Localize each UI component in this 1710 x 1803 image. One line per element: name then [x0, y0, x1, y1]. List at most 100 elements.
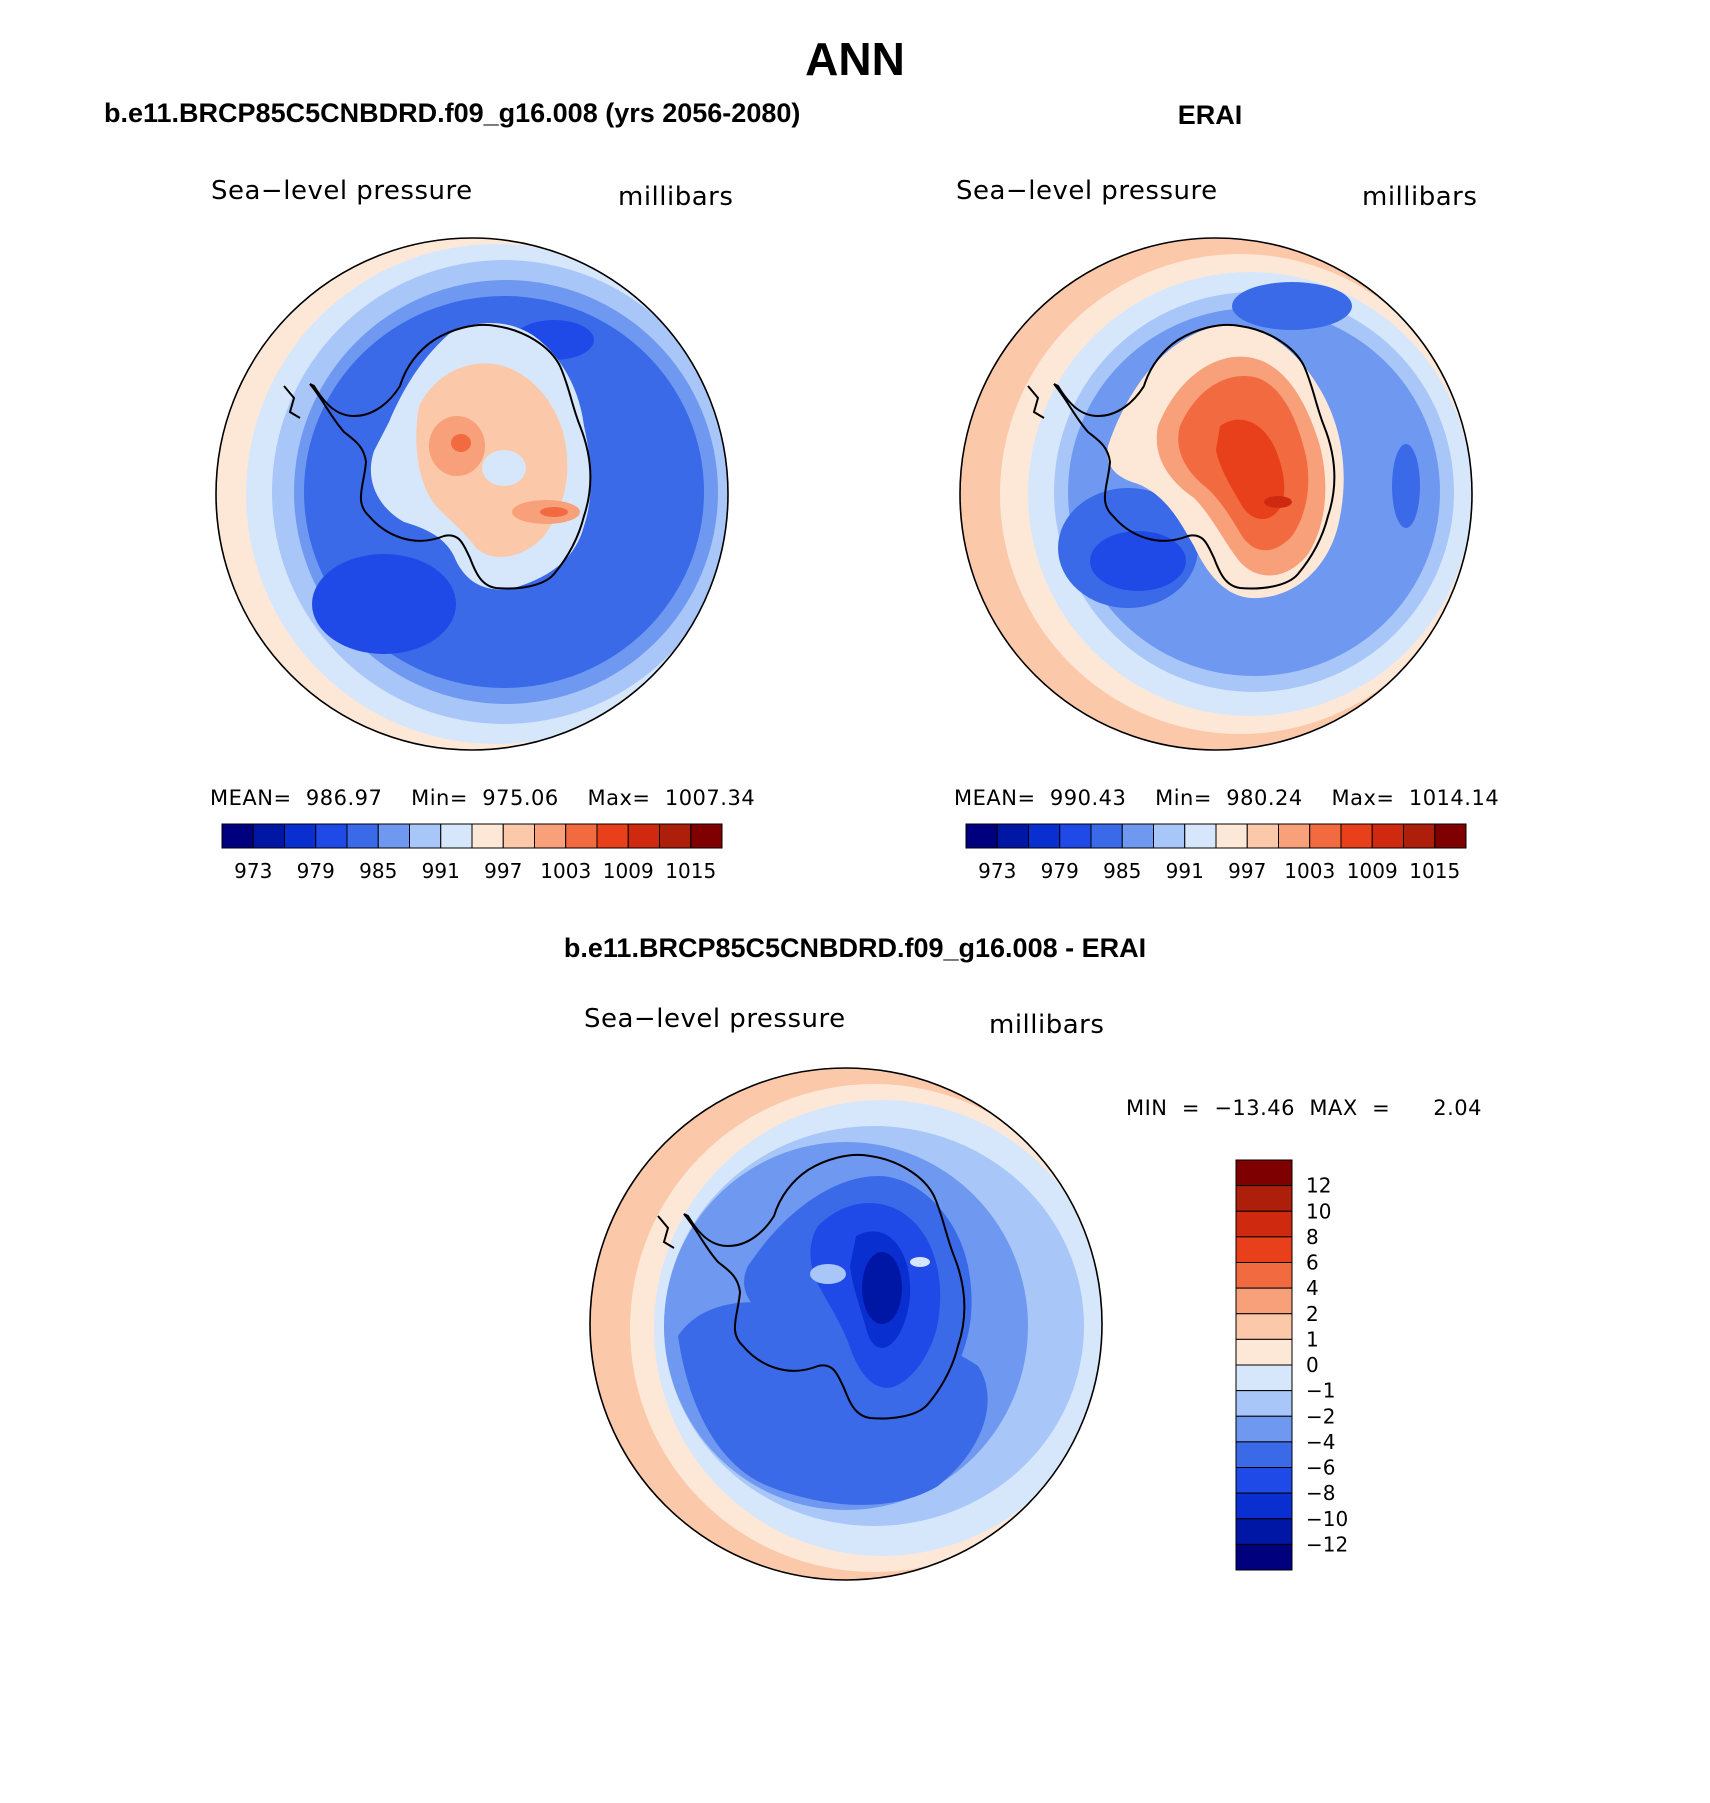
colorbar-swatch [1235, 1518, 1293, 1545]
colorbar-swatch [1403, 823, 1436, 849]
page-title: ANN [805, 33, 905, 85]
colorbar-tick-label: −8 [1306, 1481, 1335, 1505]
colorbar-swatch [627, 823, 660, 849]
colorbar-tick-label: 979 [297, 859, 335, 883]
high-cell-east-core [540, 507, 568, 517]
colorbar-swatch [1235, 1390, 1293, 1417]
obs-stats: MEAN= 990.43 Min= 980.24 Max= 1014.14 [954, 786, 1500, 810]
colorbar-swatch [1235, 1236, 1293, 1263]
colorbar-swatch [1235, 1185, 1293, 1212]
colorbar-swatch [1235, 1441, 1293, 1468]
model-polar-map [215, 237, 729, 751]
colorbar-swatch [409, 823, 442, 849]
colorbar-swatch [1235, 1262, 1293, 1289]
colorbar-swatch [284, 823, 317, 849]
colorbar-swatch [996, 823, 1029, 849]
colorbar-swatch [315, 823, 348, 849]
colorbar-tick-label: 6 [1306, 1251, 1319, 1275]
colorbar-swatch [1090, 823, 1123, 849]
map-boundary [589, 1067, 1103, 1581]
colorbar-tick-label: 991 [422, 859, 460, 883]
colorbar-swatch [1235, 1492, 1293, 1520]
colorbar-swatch [1278, 823, 1311, 849]
colorbar-swatch [1215, 823, 1248, 849]
colorbar-swatch [252, 823, 285, 849]
colorbar-tick-label: 4 [1306, 1276, 1319, 1300]
colorbar-swatch [1235, 1415, 1293, 1443]
colorbar-swatch [1235, 1159, 1293, 1187]
diff-stats: MIN = −13.46 MAX = 2.04 [1126, 1096, 1483, 1120]
low-pressure-core-north [1232, 282, 1352, 330]
colorbar-tick-label: 1009 [603, 859, 654, 883]
colorbar-swatch [1235, 1287, 1293, 1315]
peninsula-islands [283, 385, 301, 419]
colorbar-swatch [1235, 1364, 1293, 1392]
colorbar-tick-label: 1015 [665, 859, 716, 883]
colorbar-swatch [659, 823, 692, 849]
model-units-label: millibars [618, 182, 734, 212]
colorbar-tick-label: 973 [234, 859, 272, 883]
colorbar-tick-label: 12 [1306, 1174, 1331, 1198]
colorbar-swatch [1309, 823, 1342, 849]
colorbar-swatch [377, 823, 410, 849]
colorbar-tick-label: 2 [1306, 1302, 1319, 1326]
colorbar-swatch [1371, 823, 1404, 849]
antarctica-coastline [309, 324, 592, 590]
colorbar-tick-label: 991 [1166, 859, 1204, 883]
diff-variable-label: Sea−level pressure [584, 1004, 846, 1034]
colorbar-tick-label: −4 [1306, 1430, 1335, 1454]
diff-units-label: millibars [989, 1010, 1105, 1040]
colorbar-tick-label: 997 [484, 859, 522, 883]
model-stats: MEAN= 986.97 Min= 975.06 Max= 1007.34 [210, 786, 756, 810]
colorbar-swatch [596, 823, 629, 849]
interior-trough [482, 450, 526, 486]
diff-polar-map [589, 1067, 1103, 1581]
colorbar-tick-label: 10 [1306, 1199, 1331, 1223]
colorbar-tick-label: −6 [1306, 1456, 1335, 1480]
colorbar-tick-label: 1003 [540, 859, 591, 883]
colorbar-tick-label: −1 [1306, 1379, 1335, 1403]
diff-panel-heading: b.e11.BRCP85C5CNBDRD.f09_g16.008 - ERAI [563, 933, 1147, 963]
colorbar-swatch [534, 823, 567, 849]
colorbar-swatch [1235, 1313, 1293, 1340]
colorbar-swatch [1340, 823, 1373, 849]
obs-variable-label: Sea−level pressure [956, 176, 1218, 206]
colorbar-swatch [1235, 1338, 1293, 1366]
peninsula-islands [657, 1215, 675, 1249]
model-panel-heading: b.e11.BRCP85C5CNBDRD.f09_g16.008 (yrs 20… [104, 98, 801, 128]
antarctica-coastline [1053, 324, 1336, 590]
obs-polar-map [959, 237, 1473, 751]
map-boundary [959, 237, 1473, 751]
colorbar-swatch [1434, 823, 1467, 849]
colorbar-swatch [1121, 823, 1154, 849]
colorbar-tick-label: 1 [1306, 1327, 1319, 1351]
colorbar-swatch [1246, 823, 1279, 849]
antarctica-coastline [683, 1154, 966, 1420]
colorbar-tick-label: 0 [1306, 1353, 1319, 1377]
obs-colorbar: 973 979 985 991 997 1003 1009 1015 [965, 823, 1467, 883]
colorbar-tick-label: 979 [1041, 859, 1079, 883]
model-variable-label: Sea−level pressure [211, 176, 473, 206]
colorbar-tick-label: −2 [1306, 1404, 1335, 1428]
peninsula-islands [1027, 385, 1045, 419]
colorbar-swatch [565, 823, 598, 849]
colorbar-tick-label: 8 [1306, 1225, 1319, 1249]
colorbar-tick-label: 1003 [1284, 859, 1335, 883]
diff-weak-anomaly-east [910, 1257, 930, 1267]
colorbar-swatch [221, 823, 254, 849]
colorbar-swatch [1235, 1467, 1293, 1494]
colorbar-swatch [1184, 823, 1217, 849]
colorbar-tick-label: 997 [1228, 859, 1266, 883]
colorbar-swatch [965, 823, 998, 849]
low-pressure-core [312, 554, 456, 654]
obs-panel-heading: ERAI [1177, 100, 1243, 130]
model-colorbar: 973 979 985 991 997 1003 1009 1015 [221, 823, 723, 883]
high-pressure-core [1216, 419, 1285, 520]
high-pressure-max [1264, 496, 1292, 508]
colorbar-tick-label: −10 [1306, 1507, 1348, 1531]
colorbar-tick-label: −12 [1306, 1532, 1348, 1556]
colorbar-swatch [1153, 823, 1186, 849]
map-boundary [215, 237, 729, 751]
low-pressure-core-east [1392, 444, 1420, 528]
